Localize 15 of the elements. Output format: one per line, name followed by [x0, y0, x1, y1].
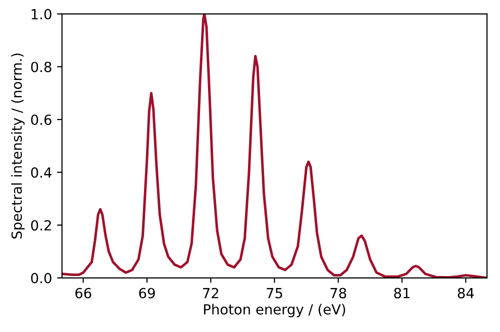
y-tick-label: 0.4 [31, 167, 52, 178]
y-tick-label: 0.6 [31, 114, 52, 125]
x-tick-label: 78 [330, 288, 346, 298]
y-tick-label: 0.8 [31, 62, 52, 72]
x-axis-title: Photon energy / (eV) [204, 304, 346, 318]
y-tick-label: 1.0 [32, 8, 52, 20]
x-tick-label: 69 [139, 288, 155, 298]
y-axis-title: Spectral intensity / (norm.) [11, 54, 25, 239]
x-tick-label: 75 [266, 288, 282, 298]
x-tick-label: 66 [75, 288, 92, 298]
y-tick-label: 0.0 [31, 272, 52, 284]
x-tick-label: 72 [203, 288, 218, 298]
x-tick-label: 84 [458, 288, 474, 298]
x-tick-label: 81 [394, 288, 410, 298]
y-tick-label: 0.2 [31, 220, 51, 231]
